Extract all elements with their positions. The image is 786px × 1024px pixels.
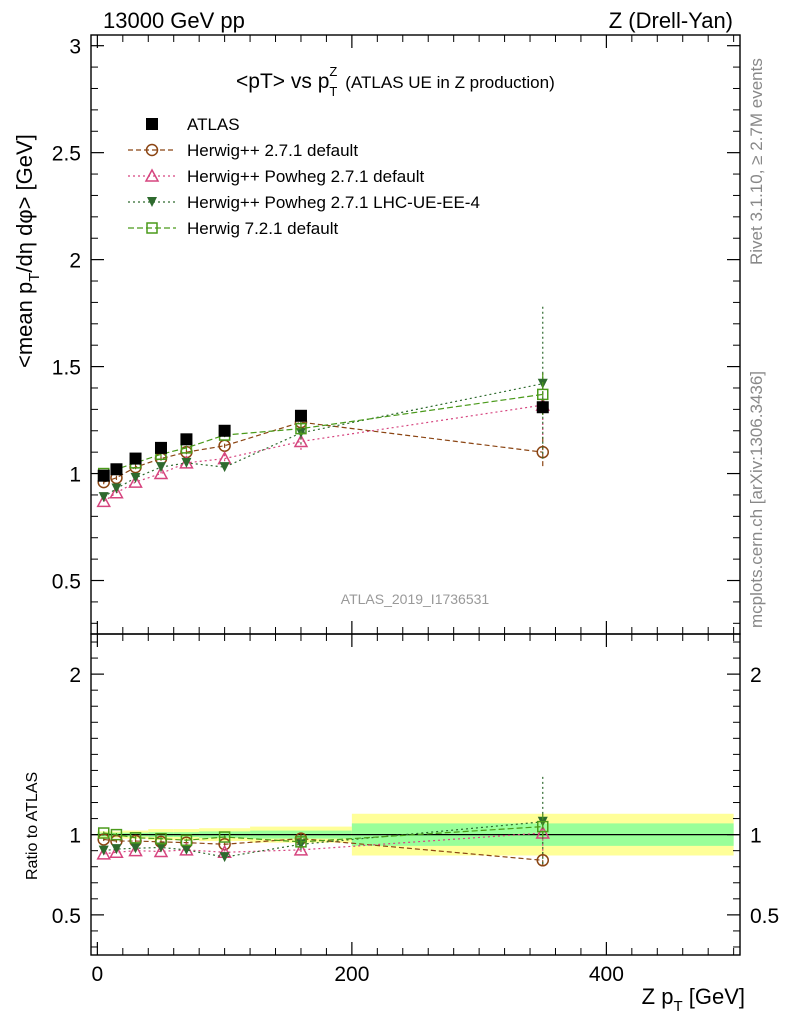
rivet-version-label: Rivet 3.1.10, ≥ 2.7M events xyxy=(747,58,766,265)
y-tick-label: 2.5 xyxy=(52,143,81,166)
herwigpp-powheg-ue-ee-4-point xyxy=(155,462,166,473)
herwigpp-powheg-default-point xyxy=(96,493,111,508)
herwig7-default-point xyxy=(295,422,307,435)
herwigpp-powheg-default-ratio-point xyxy=(293,842,309,856)
ratio-panel: 0.5 1 2 0.5 1 2 0 200 400 xyxy=(52,633,779,986)
y-tick-label: 2 xyxy=(69,250,81,273)
atlas-data-point xyxy=(180,433,193,446)
plot-title: <pT> vs pZ T (ATLAS UE in Z production) xyxy=(236,64,555,99)
y-tick-label: 0.5 xyxy=(52,905,81,928)
herwigpp-powheg-ue-ee-4-ratio-point xyxy=(155,842,166,853)
herwigpp-powheg-ue-ee-4-ratio-line xyxy=(103,821,543,858)
ratio-y-axis-label: Ratio to ATLAS xyxy=(24,772,41,880)
atlas-data-point xyxy=(294,409,307,422)
herwigpp-powheg-default-line xyxy=(103,404,543,502)
legend-label: Herwig++ 2.7.1 default xyxy=(187,141,358,160)
collision-label: 13000 GeV pp xyxy=(103,8,245,33)
x-tick-label: 200 xyxy=(334,963,369,986)
ratio-series-group xyxy=(96,776,551,869)
herwigpp-powheg-default-ratio-point xyxy=(153,843,169,858)
herwigpp-powheg-default-point xyxy=(293,433,309,448)
herwigpp-powheg-default-ratio-point xyxy=(96,846,111,860)
herwig7-default-ratio-point xyxy=(537,820,549,833)
herwigpp-powheg-ue-ee-4-point xyxy=(111,483,122,494)
herwigpp-powheg-ue-ee-4-ratio-point xyxy=(130,843,141,854)
y-tick-label-right: 0.5 xyxy=(750,905,779,928)
legend-label: ATLAS xyxy=(187,115,240,134)
herwigpp-powheg-ue-ee-4-ratio-point xyxy=(219,852,230,863)
herwigpp-powheg-ue-ee-4-line xyxy=(103,383,543,498)
y-tick-label-right: 1 xyxy=(750,825,762,848)
legend: ATLAS Herwig++ 2.7.1 default Herwig++ Powh… xyxy=(128,115,480,238)
legend-marker xyxy=(147,197,157,207)
herwig7-default-point xyxy=(537,388,549,401)
herwigpp-powheg-ue-ee-4-point xyxy=(181,457,192,468)
atlas-data-point xyxy=(97,469,110,482)
herwig7-default-ratio-point xyxy=(295,836,307,848)
herwig7-default-ratio-point xyxy=(110,828,123,841)
legend-marker xyxy=(146,118,158,130)
y-tick-label: 3 xyxy=(69,36,81,59)
herwigpp-powheg-default-ratio-point xyxy=(128,843,143,857)
x-axis-label: Z pT [GeV] xyxy=(642,984,745,1015)
herwigpp-powheg-ue-ee-4-point xyxy=(130,472,141,483)
y-tick-label: 1 xyxy=(69,464,81,487)
y-tick-label: 1.5 xyxy=(52,357,81,380)
plot-frame xyxy=(90,633,741,956)
atlas-data-point xyxy=(154,441,167,454)
herwig7-default-ratio-point xyxy=(129,832,142,844)
legend-marker xyxy=(144,168,160,182)
legend-label: Herwig++ Powheg 2.7.1 LHC-UE-EE-4 xyxy=(187,193,480,212)
herwigpp-powheg-default-point xyxy=(128,474,143,488)
legend-marker xyxy=(146,222,158,234)
legend-label: Herwig 7.2.1 default xyxy=(187,219,338,238)
herwigpp-powheg-default-ratio-point xyxy=(109,844,124,859)
herwigpp-powheg-ue-ee-4-point xyxy=(219,462,230,473)
herwig7-default-ratio-point xyxy=(180,834,193,846)
y-tick-label: 1 xyxy=(69,825,81,848)
x-tick-label: 400 xyxy=(589,963,624,986)
process-label: Z (Drell-Yan) xyxy=(609,8,733,33)
herwigpp-default-ratio-point xyxy=(536,854,550,867)
herwigpp-default-line xyxy=(103,421,543,483)
herwig7-default-ratio-point xyxy=(97,827,110,839)
herwig7-default-ratio-point xyxy=(218,831,231,843)
y-tick-label: 2 xyxy=(69,664,81,687)
y-tick-label-right: 2 xyxy=(750,664,762,687)
analysis-watermark: ATLAS_2019_I1736531 xyxy=(341,591,490,607)
herwigpp-powheg-ue-ee-4-ratio-point xyxy=(111,844,122,855)
x-tick-label: 0 xyxy=(92,963,104,986)
herwig7-default-ratio-point xyxy=(155,832,167,845)
atlas-data-point xyxy=(129,452,142,465)
atlas-data-point xyxy=(110,463,123,476)
atlas-data-point xyxy=(536,401,549,414)
legend-label: Herwig++ Powheg 2.7.1 default xyxy=(187,167,424,186)
y-tick-label: 0.5 xyxy=(52,571,81,594)
mcplots-reference-label: mcplots.cern.ch [arXiv:1306.3436] xyxy=(747,371,766,628)
herwigpp-powheg-ue-ee-4-ratio-point xyxy=(181,844,192,855)
main-y-axis-label: <mean pT/dη dφ> [GeV] xyxy=(12,134,43,368)
herwig7-default-ratio-line xyxy=(103,826,543,843)
herwigpp-powheg-ue-ee-4-ratio-point xyxy=(98,845,109,856)
main-series-group xyxy=(96,306,551,508)
herwigpp-powheg-default-point xyxy=(109,485,124,499)
herwigpp-powheg-default-point xyxy=(153,465,169,480)
herwigpp-default-ratio-line xyxy=(103,838,543,861)
atlas-data-point xyxy=(218,424,231,437)
legend-marker xyxy=(145,143,159,157)
herwigpp-powheg-ue-ee-4-point xyxy=(98,492,109,503)
herwig7-default-line xyxy=(103,393,543,475)
